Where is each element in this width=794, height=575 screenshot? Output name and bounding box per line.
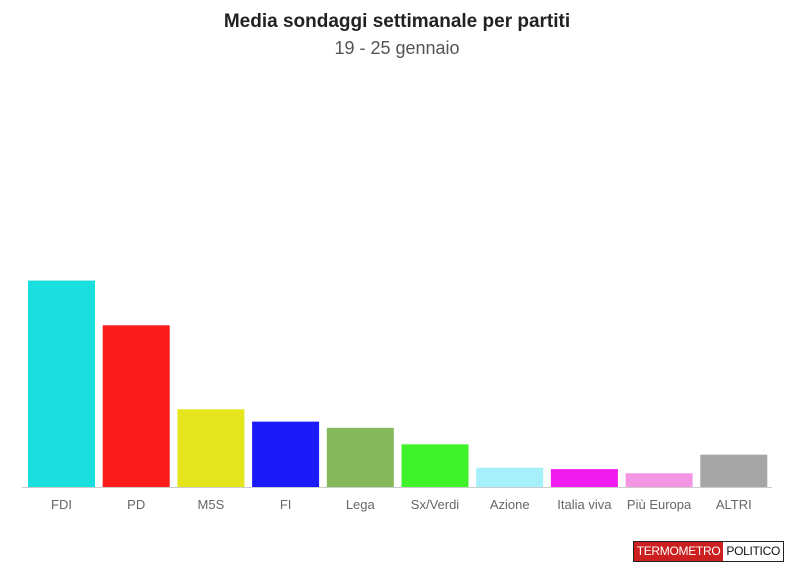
x-tick-label-pd: PD [127,497,145,512]
chart-title: Media sondaggi settimanale per partiti [223,11,571,32]
bar-altri [700,454,768,487]
bar-fi [252,421,320,487]
chart-subtitle: 19 - 25 gennaio [334,38,460,58]
bar-sx-verdi [401,444,469,487]
logo-termometro: TERMOMETRO [633,542,724,561]
x-tick-label-azione: Azione [490,497,530,512]
x-tick-label-fdi: FDI [51,497,72,512]
x-tick-label-altri: ALTRI [716,497,752,512]
bar-m5s [177,409,245,487]
bar-pi-europa [625,473,693,487]
bar-italia-viva [550,469,618,487]
x-tick-label-fi: FI [280,497,292,512]
x-tick-label-sx-verdi: Sx/Verdi [411,497,460,512]
x-tick-label-lega: Lega [346,497,376,512]
termometro-politico-logo: TERMOMETRO POLITICO [632,541,784,562]
x-tick-label-pi-europa: Più Europa [627,497,692,512]
bar-azione [476,467,544,487]
bar-fdi [28,280,95,487]
logo-politico: POLITICO [723,542,783,561]
bar-pd [102,325,170,487]
x-tick-label-m5s: M5S [198,497,225,512]
x-tick-label-italia-viva: Italia viva [557,497,612,512]
bar-lega [326,427,394,487]
